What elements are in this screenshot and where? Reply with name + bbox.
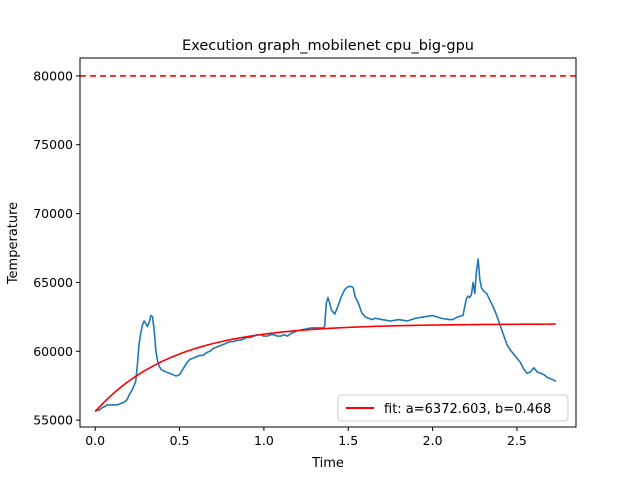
y-tick-label: 65000 [33,275,73,290]
legend-label-fit: fit: a=6372.603, b=0.468 [384,402,551,417]
legend-box [337,394,569,422]
y-tick-label: 75000 [33,137,73,152]
axis-ticks: 0.0 0.5 1.0 1.5 2.0 2.5 55000 60000 65000 70000 75… [33,68,527,448]
x-tick-label: 1.0 [254,433,274,448]
chart-title: Execution graph_mobilenet cpu_big-gpu [182,38,474,54]
x-tick-label: 1.5 [338,433,358,448]
y-tick-label: 55000 [33,413,73,428]
x-axis-label: Time [311,456,344,471]
x-tick-label: 2.0 [423,433,443,448]
x-tick-label: 0.5 [170,433,190,448]
series-line-fit [94,323,556,413]
legend: fit: a=6372.603, b=0.468 [337,394,569,422]
plot-frame [79,57,577,428]
x-tick-label: 2.5 [507,433,527,448]
y-axis-label: Temperature [6,202,21,285]
y-tick-label: 80000 [33,68,73,83]
x-tick-label: 0.0 [85,433,105,448]
plot-area [80,58,576,427]
y-tick-label: 60000 [33,344,73,359]
y-tick-label: 70000 [33,206,73,221]
data-series [80,75,576,413]
